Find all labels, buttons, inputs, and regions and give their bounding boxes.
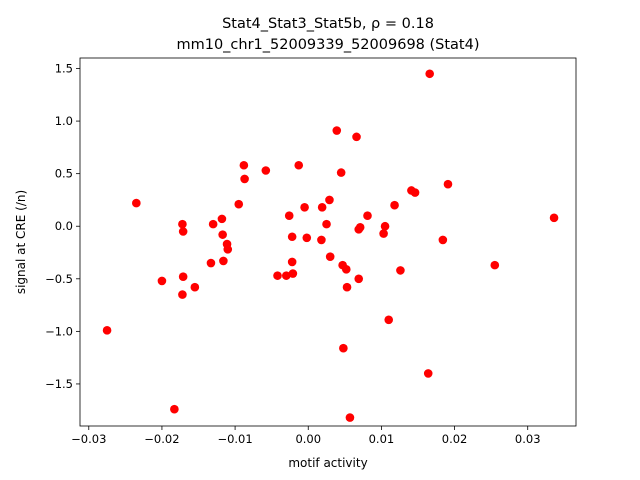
data-point	[240, 174, 249, 184]
data-point	[339, 343, 348, 353]
x-tick-label: 0.01	[369, 432, 395, 446]
data-point	[218, 230, 227, 239]
data-point	[342, 282, 352, 292]
x-tick-label: −0.03	[71, 432, 106, 446]
data-point	[178, 227, 188, 236]
chart-title-line1: Stat4_Stat3_Stat5b, ρ = 0.18	[222, 16, 434, 32]
data-point	[325, 252, 335, 262]
data-point	[208, 219, 218, 229]
data-point	[206, 258, 216, 268]
data-point	[325, 195, 334, 205]
data-point	[288, 269, 298, 278]
data-point	[132, 198, 141, 208]
data-point	[157, 276, 167, 286]
data-point	[384, 315, 394, 325]
data-point	[219, 256, 228, 266]
data-point	[379, 229, 388, 238]
data-point	[354, 274, 364, 284]
data-point	[396, 266, 405, 275]
data-point	[317, 235, 326, 245]
data-point	[317, 203, 327, 212]
data-point	[390, 200, 399, 210]
data-point	[363, 211, 372, 221]
data-point	[341, 265, 351, 274]
data-point	[239, 160, 249, 170]
y-tick-label: −1.5	[45, 377, 73, 391]
y-tick-label: −0.5	[45, 272, 73, 286]
data-point	[282, 271, 291, 280]
data-point	[300, 203, 309, 212]
data-points	[102, 69, 559, 422]
data-point	[549, 213, 559, 223]
data-point	[410, 188, 420, 197]
data-point	[217, 214, 227, 224]
data-point	[178, 272, 188, 281]
data-point	[294, 160, 304, 170]
data-point	[261, 166, 271, 175]
x-axis-label: motif activity	[288, 456, 367, 470]
y-axis-ticks: −1.5 −1.0 −0.5 0.0 0.5 1.0 1.5	[45, 62, 80, 391]
data-point	[443, 179, 453, 189]
plot-area-frame	[79, 57, 577, 427]
data-point	[332, 126, 342, 135]
y-tick-label: 1.0	[55, 114, 73, 128]
data-point	[273, 271, 282, 280]
y-axis-label: signal at CRE (/n)	[14, 190, 28, 294]
y-tick-label: 0.0	[55, 219, 73, 233]
data-point	[287, 257, 297, 267]
data-point	[345, 413, 355, 422]
data-point	[223, 245, 233, 254]
data-point	[322, 219, 331, 229]
data-point	[490, 260, 500, 270]
y-tick-label: 1.5	[55, 62, 73, 76]
x-tick-label: −0.01	[217, 432, 252, 446]
y-tick-label: 0.5	[55, 167, 73, 181]
data-point	[355, 222, 365, 232]
x-tick-label: 0.00	[295, 432, 321, 446]
chart-title-line2: mm10_chr1_52009339_52009698 (Stat4)	[176, 37, 479, 53]
data-point	[425, 69, 434, 79]
data-point	[380, 221, 390, 231]
data-point	[352, 132, 361, 142]
data-point	[284, 211, 294, 221]
data-point	[234, 199, 244, 209]
data-point	[190, 282, 200, 292]
data-point	[287, 232, 297, 242]
y-tick-label: −1.0	[45, 324, 73, 338]
data-point	[336, 168, 346, 177]
data-point	[170, 404, 179, 414]
data-point	[302, 233, 312, 243]
data-point	[423, 369, 433, 378]
data-point	[438, 235, 448, 245]
x-tick-label: −0.02	[144, 432, 179, 446]
data-point	[178, 290, 187, 299]
data-point	[178, 219, 187, 229]
x-axis-ticks: −0.03 −0.02 −0.01 0.00 0.01 0.02 0.03	[71, 426, 541, 446]
x-tick-label: 0.03	[515, 432, 541, 446]
x-tick-label: 0.02	[442, 432, 468, 446]
data-point	[102, 326, 112, 335]
